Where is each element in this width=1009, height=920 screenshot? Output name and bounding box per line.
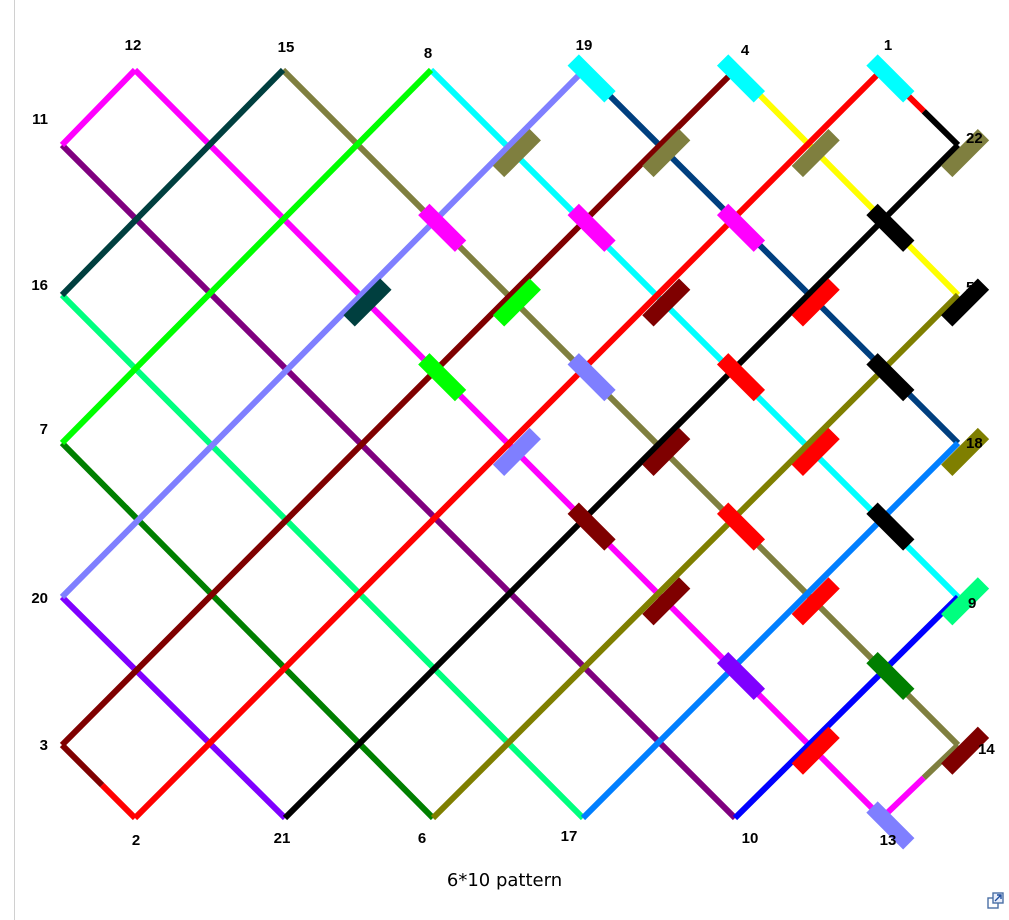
knot (791, 577, 840, 626)
knot (642, 129, 691, 178)
node-label-10: 10 (742, 830, 759, 847)
node-label-11: 11 (32, 111, 48, 128)
knot (866, 801, 915, 850)
knot (941, 577, 990, 626)
node-label-9: 9 (968, 595, 976, 612)
knot (791, 278, 840, 327)
node-label-6: 6 (418, 830, 426, 847)
knot (492, 427, 541, 476)
knot (567, 353, 616, 402)
node-label-2: 2 (132, 832, 140, 849)
thread-20-19 (59, 67, 587, 600)
node-label-4: 4 (741, 42, 750, 59)
knot (941, 726, 990, 775)
node-label-22: 22 (966, 130, 983, 147)
thread-11-10 (59, 142, 738, 821)
knot (791, 427, 840, 476)
thread-segment (921, 109, 961, 148)
thread-10-9 (732, 594, 961, 821)
left-border-rule (14, 0, 15, 920)
thread-2-1 (132, 67, 885, 821)
thread-segment (879, 775, 926, 821)
thread-21-22 (282, 142, 961, 821)
node-label-3: 3 (40, 737, 48, 754)
knot (567, 203, 616, 252)
knot (567, 502, 616, 551)
knot (866, 54, 915, 103)
thread-7-8 (59, 67, 434, 446)
thread-3-4 (59, 67, 738, 748)
knot (866, 651, 915, 701)
node-label-20: 20 (31, 590, 48, 607)
node-label-7: 7 (40, 421, 48, 438)
knots-layer (343, 54, 990, 850)
thread-17-18 (580, 440, 961, 821)
knot (716, 54, 766, 103)
node-label-16: 16 (31, 277, 48, 294)
thread-4-5 (732, 67, 961, 298)
knot (492, 129, 541, 178)
knot (791, 129, 840, 178)
node-label-14: 14 (978, 741, 995, 758)
thread-11-12 (59, 67, 138, 148)
node-label-19: 19 (576, 37, 593, 54)
knot (791, 726, 840, 775)
knot (642, 577, 691, 626)
thread-segment (59, 742, 105, 788)
thread-16-15 (59, 67, 286, 298)
thread-segment (921, 742, 961, 781)
knot (941, 427, 990, 476)
magnify-clip-icon[interactable] (987, 892, 1005, 910)
knot (941, 129, 990, 178)
threads-layer (59, 67, 961, 821)
node-label-5: 5 (966, 279, 974, 296)
knot (866, 353, 915, 402)
knot (343, 278, 392, 327)
knot (567, 54, 616, 103)
knot (716, 651, 766, 701)
node-label-17: 17 (561, 828, 578, 845)
thread-7-6 (59, 440, 436, 821)
thread-20-21 (59, 594, 288, 821)
thread-6-5 (430, 292, 961, 821)
thread-16-17 (59, 292, 586, 821)
knot (941, 278, 990, 327)
knot (716, 203, 766, 252)
thread-15-14 (280, 67, 961, 748)
knot (642, 427, 691, 476)
diagram-caption: 6*10 pattern (446, 870, 563, 891)
knot (716, 502, 766, 551)
knot (492, 278, 541, 327)
knot (866, 502, 915, 551)
node-label-13: 13 (880, 832, 897, 849)
knot (866, 203, 915, 252)
knot (716, 353, 766, 402)
node-label-8: 8 (424, 45, 432, 62)
node-label-15: 15 (278, 39, 295, 56)
knot (642, 278, 691, 327)
knot (418, 353, 467, 402)
thread-segment (100, 783, 138, 821)
knot (418, 203, 467, 252)
node-label-18: 18 (966, 435, 983, 452)
node-label-12: 12 (125, 37, 142, 54)
node-label-1: 1 (884, 37, 892, 54)
node-label-21: 21 (274, 830, 291, 847)
